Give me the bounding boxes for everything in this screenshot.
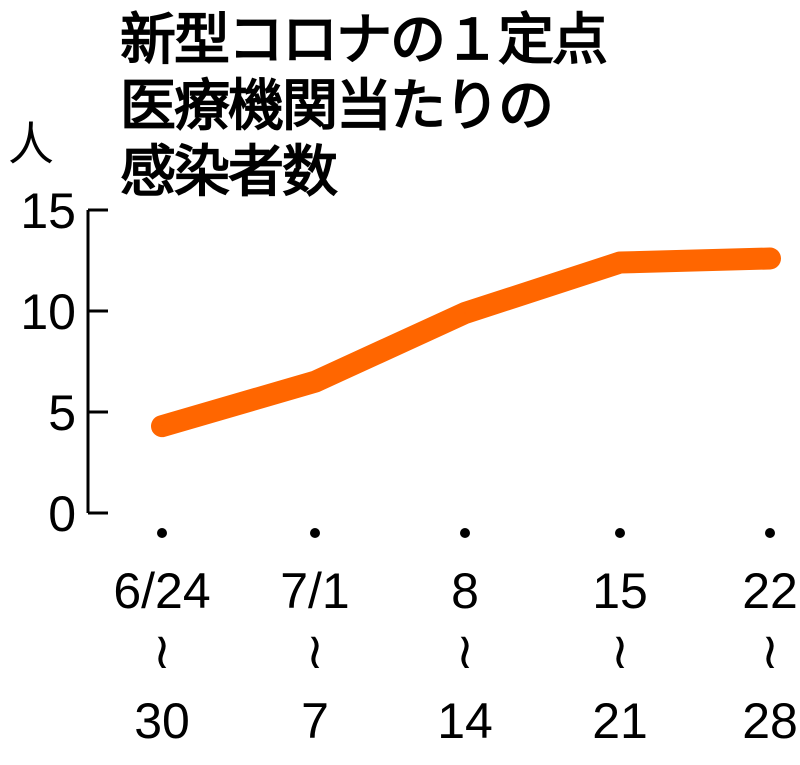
- x-label-to: 21: [592, 693, 648, 749]
- chart-title: 新型コロナの１定点 医療機関当たりの 感染者数: [120, 8, 608, 206]
- title-line: 医療機関当たりの: [120, 74, 554, 139]
- x-label-from: 22: [742, 563, 798, 619]
- x-tick-dot: [460, 528, 470, 538]
- x-label-sep: ≀: [456, 623, 475, 679]
- y-tick-label: 5: [48, 385, 76, 441]
- x-tick-dot: [765, 528, 775, 538]
- x-tick-dot: [615, 528, 625, 538]
- x-label-from: 7/1: [280, 563, 350, 619]
- x-label-sep: ≀: [153, 623, 172, 679]
- x-label-sep: ≀: [306, 623, 325, 679]
- title-line: 新型コロナの１定点: [120, 8, 608, 73]
- series-line: [151, 247, 781, 438]
- x-label-sep: ≀: [761, 623, 780, 679]
- x-label-from: 15: [592, 563, 648, 619]
- x-label-to: 28: [742, 693, 798, 749]
- x-label-to: 30: [134, 693, 190, 749]
- data-point: [161, 425, 163, 428]
- x-label-sep: ≀: [611, 623, 630, 679]
- x-label-to: 7: [301, 693, 329, 749]
- x-label-to: 14: [437, 693, 493, 749]
- x-label-from: 6/24: [113, 563, 210, 619]
- x-tick-dot: [157, 528, 167, 538]
- data-point: [464, 312, 466, 315]
- x-tick-dot: [310, 528, 320, 538]
- y-tick-label: 15: [20, 183, 76, 239]
- data-point: [769, 257, 771, 260]
- y-tick-label: 10: [20, 284, 76, 340]
- data-point: [619, 261, 621, 264]
- x-label-from: 8: [451, 563, 479, 619]
- title-line: 感染者数: [120, 140, 338, 205]
- data-point: [314, 380, 316, 383]
- y-tick-label: 0: [48, 486, 76, 542]
- y-axis-unit: 人: [8, 117, 54, 171]
